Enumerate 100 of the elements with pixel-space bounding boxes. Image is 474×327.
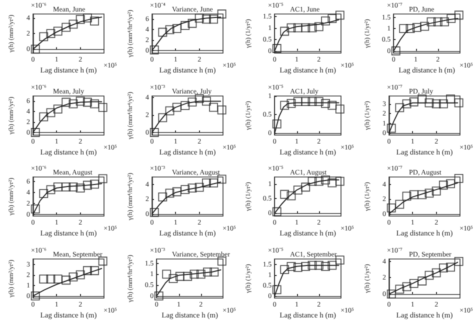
- point: [82, 97, 92, 106]
- point: [426, 17, 436, 26]
- point: [280, 100, 290, 110]
- point: [46, 29, 56, 38]
- point: [158, 192, 167, 202]
- point: [301, 182, 310, 192]
- point: [424, 98, 434, 107]
- point: [201, 96, 210, 106]
- point: [98, 102, 108, 112]
- point: [182, 271, 192, 280]
- point: [408, 96, 418, 106]
- point: [314, 260, 324, 270]
- point: [280, 26, 290, 36]
- point: [293, 23, 302, 32]
- point: [328, 260, 337, 270]
- point: [314, 96, 324, 106]
- point: [154, 290, 163, 300]
- point: [321, 175, 330, 184]
- point: [90, 16, 99, 26]
- point: [68, 272, 78, 281]
- point: [293, 262, 302, 272]
- point: [158, 28, 167, 37]
- point: [208, 14, 218, 24]
- point: [172, 102, 181, 112]
- point: [431, 98, 440, 108]
- point: [180, 100, 190, 110]
- point: [431, 186, 440, 196]
- point: [321, 98, 330, 108]
- point: [68, 182, 78, 192]
- point: [68, 20, 78, 29]
- point: [293, 96, 302, 106]
- point: [187, 18, 196, 28]
- point: [76, 270, 85, 279]
- point: [82, 180, 92, 190]
- point: [196, 269, 205, 278]
- point: [308, 176, 317, 186]
- point: [30, 44, 40, 54]
- point: [187, 184, 196, 193]
- point: [454, 10, 463, 20]
- point: [390, 46, 400, 56]
- point: [432, 17, 442, 26]
- point: [76, 96, 85, 106]
- point: [286, 261, 296, 270]
- point: [174, 271, 184, 280]
- point: [446, 179, 454, 188]
- point: [53, 182, 62, 192]
- point: [424, 270, 434, 280]
- point: [293, 186, 302, 194]
- point: [201, 178, 210, 188]
- point: [158, 112, 167, 122]
- point: [335, 10, 344, 20]
- point: [149, 208, 158, 217]
- point: [280, 190, 290, 199]
- point: [168, 274, 178, 282]
- point: [408, 190, 418, 200]
- point: [335, 255, 344, 264]
- point: [208, 178, 218, 188]
- point: [438, 180, 448, 190]
- point: [90, 98, 99, 108]
- point: [162, 269, 171, 278]
- point: [417, 276, 426, 285]
- point: [328, 178, 337, 188]
- point: [189, 269, 198, 278]
- point: [187, 97, 196, 106]
- point: [328, 14, 337, 24]
- point: [446, 262, 454, 272]
- point: [335, 176, 344, 186]
- point: [454, 256, 463, 266]
- point: [394, 284, 404, 294]
- point: [209, 267, 218, 276]
- point: [53, 104, 62, 113]
- point: [438, 98, 448, 108]
- point: [62, 97, 71, 106]
- point: [30, 128, 40, 136]
- point: [308, 260, 317, 270]
- point: [440, 17, 448, 26]
- point: [402, 192, 411, 201]
- point: [82, 266, 92, 275]
- point: [424, 188, 434, 198]
- point: [280, 264, 290, 274]
- point: [39, 274, 48, 284]
- point: [454, 98, 463, 107]
- point: [417, 190, 426, 200]
- point: [286, 98, 296, 108]
- point: [62, 182, 71, 192]
- point: [321, 16, 330, 26]
- point: [62, 275, 71, 284]
- point: [164, 188, 174, 198]
- point: [216, 10, 226, 18]
- point: [301, 96, 310, 106]
- point: [180, 185, 190, 194]
- point: [30, 291, 40, 300]
- point: [438, 263, 448, 272]
- point: [202, 267, 212, 276]
- point: [216, 104, 226, 114]
- point: [386, 123, 396, 132]
- point: [446, 94, 454, 103]
- point: [90, 180, 99, 189]
- point: [394, 200, 404, 209]
- point: [286, 23, 296, 32]
